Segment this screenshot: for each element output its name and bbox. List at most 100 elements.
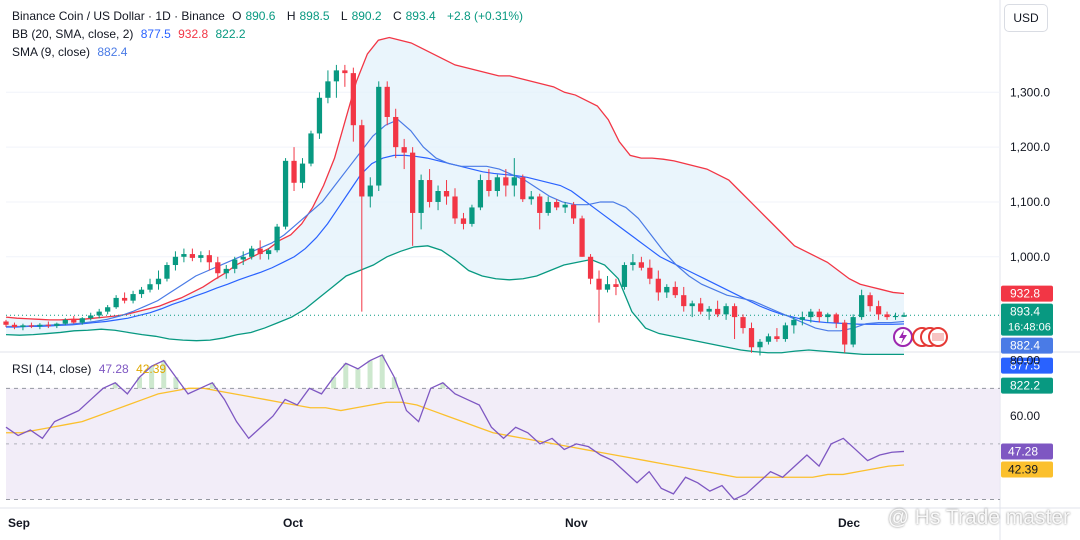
candle-body bbox=[460, 218, 467, 224]
candle-body bbox=[765, 336, 772, 342]
candle-body bbox=[537, 196, 543, 213]
currency-button[interactable]: USD bbox=[1004, 4, 1048, 32]
tag-basis: 877.5 bbox=[1010, 359, 1040, 373]
candle-body bbox=[105, 307, 111, 312]
candle-body bbox=[138, 289, 145, 295]
tag-lower: 822.2 bbox=[1010, 379, 1040, 393]
candle-body bbox=[647, 267, 653, 279]
candle-body bbox=[520, 177, 526, 200]
symbol-title[interactable]: Binance Coin / US Dollar · 1D · Binance bbox=[12, 9, 225, 23]
tag-lower-bg bbox=[1001, 377, 1053, 394]
open-value: 890.6 bbox=[245, 9, 276, 23]
candle-body bbox=[189, 254, 196, 258]
sma-legend[interactable]: SMA (9, close) 882.4 bbox=[12, 44, 131, 60]
candle-body bbox=[791, 319, 797, 326]
candle-body bbox=[172, 256, 179, 266]
rsi-legend[interactable]: RSI (14, close) 47.28 42.39 bbox=[12, 361, 170, 377]
tag-sma: 882.4 bbox=[1010, 339, 1040, 353]
candle-body bbox=[393, 116, 399, 148]
candle-body bbox=[452, 196, 458, 219]
candle-body bbox=[884, 314, 890, 318]
candle-body bbox=[376, 86, 382, 186]
tag-current: 893.4 bbox=[1010, 305, 1040, 319]
candle-body bbox=[308, 133, 314, 164]
candle-body bbox=[731, 306, 738, 318]
bb-lower-value: 822.2 bbox=[215, 27, 246, 41]
candle-body bbox=[121, 297, 128, 301]
bb-label: BB (20, SMA, close, 2) bbox=[12, 27, 134, 41]
candle-body bbox=[842, 322, 848, 345]
candle-body bbox=[579, 218, 585, 257]
candle-body bbox=[232, 259, 238, 269]
bb-upper-value: 932.8 bbox=[178, 27, 209, 41]
candle-body bbox=[545, 201, 551, 213]
rsi-ma-line bbox=[6, 387, 905, 478]
low-label: L bbox=[340, 9, 348, 23]
tag-rsi: 47.28 bbox=[1008, 444, 1038, 458]
candle-body bbox=[215, 262, 221, 274]
candle-body bbox=[825, 314, 831, 318]
candle-body bbox=[613, 284, 619, 287]
bb-legend[interactable]: BB (20, SMA, close, 2) 877.5 932.8 822.2 bbox=[12, 26, 250, 42]
candle-body bbox=[198, 255, 204, 258]
tag-rsi-ma-bg bbox=[1001, 461, 1053, 478]
candle-body bbox=[757, 341, 763, 348]
sma-value: 882.4 bbox=[97, 45, 128, 59]
time-label-oct: Oct bbox=[283, 516, 303, 530]
candle-body bbox=[511, 177, 517, 186]
candle-body bbox=[342, 70, 348, 74]
candle-body bbox=[528, 196, 534, 200]
candle-body bbox=[316, 97, 323, 134]
candle-body bbox=[274, 226, 280, 251]
time-label-dec: Dec bbox=[838, 516, 860, 530]
candle-body bbox=[359, 125, 365, 197]
bb-lower-line bbox=[5, 245, 904, 356]
close-value: 893.4 bbox=[405, 9, 436, 23]
bb-basis-value: 877.5 bbox=[140, 27, 171, 41]
candle-body bbox=[325, 81, 331, 98]
candle-body bbox=[604, 284, 611, 290]
candle-body bbox=[638, 262, 645, 268]
bb-upper-line bbox=[5, 36, 905, 321]
candle-body bbox=[401, 147, 407, 153]
candle-body bbox=[901, 315, 907, 317]
candle-body bbox=[350, 73, 356, 126]
watermark: @ Hs Trade master bbox=[887, 506, 1070, 529]
candle-body bbox=[265, 250, 272, 255]
tag-current-bg bbox=[1001, 303, 1053, 336]
candle-body bbox=[469, 207, 475, 224]
symbol-legend: Binance Coin / US Dollar · 1D · Binance … bbox=[12, 8, 527, 24]
high-label: H bbox=[286, 9, 296, 23]
candle-body bbox=[130, 294, 136, 301]
rsi-ma-value: 42.39 bbox=[136, 362, 167, 376]
candle-body bbox=[28, 325, 35, 327]
candle-body bbox=[748, 328, 755, 348]
tag-upper-bg bbox=[1001, 285, 1053, 302]
candle-body bbox=[426, 180, 433, 202]
candle-body bbox=[833, 314, 839, 323]
candle-body bbox=[79, 318, 85, 323]
candle-body bbox=[867, 295, 873, 307]
candle-body bbox=[71, 319, 77, 323]
candle-body bbox=[384, 86, 390, 117]
candle-body bbox=[494, 177, 500, 191]
candle-body bbox=[477, 180, 484, 208]
candle-body bbox=[333, 70, 340, 82]
rsi-label: RSI (14, close) bbox=[12, 362, 92, 376]
candle-body bbox=[816, 311, 822, 318]
event-icons[interactable] bbox=[892, 326, 952, 348]
high-value: 898.5 bbox=[299, 9, 330, 23]
candle-body bbox=[96, 311, 102, 316]
candle-body bbox=[62, 319, 68, 324]
candle-body bbox=[486, 180, 492, 191]
candle-body bbox=[587, 256, 594, 279]
price-tick-label: 1,100.0 bbox=[1010, 195, 1050, 209]
close-label: C bbox=[392, 9, 402, 23]
lightning-bolt-icon bbox=[899, 330, 907, 344]
tag-basis-bg bbox=[1001, 357, 1053, 374]
candle-body bbox=[655, 278, 661, 293]
flag-icon-3 bbox=[928, 327, 948, 347]
candle-body bbox=[206, 255, 212, 263]
candle-body bbox=[54, 323, 60, 326]
